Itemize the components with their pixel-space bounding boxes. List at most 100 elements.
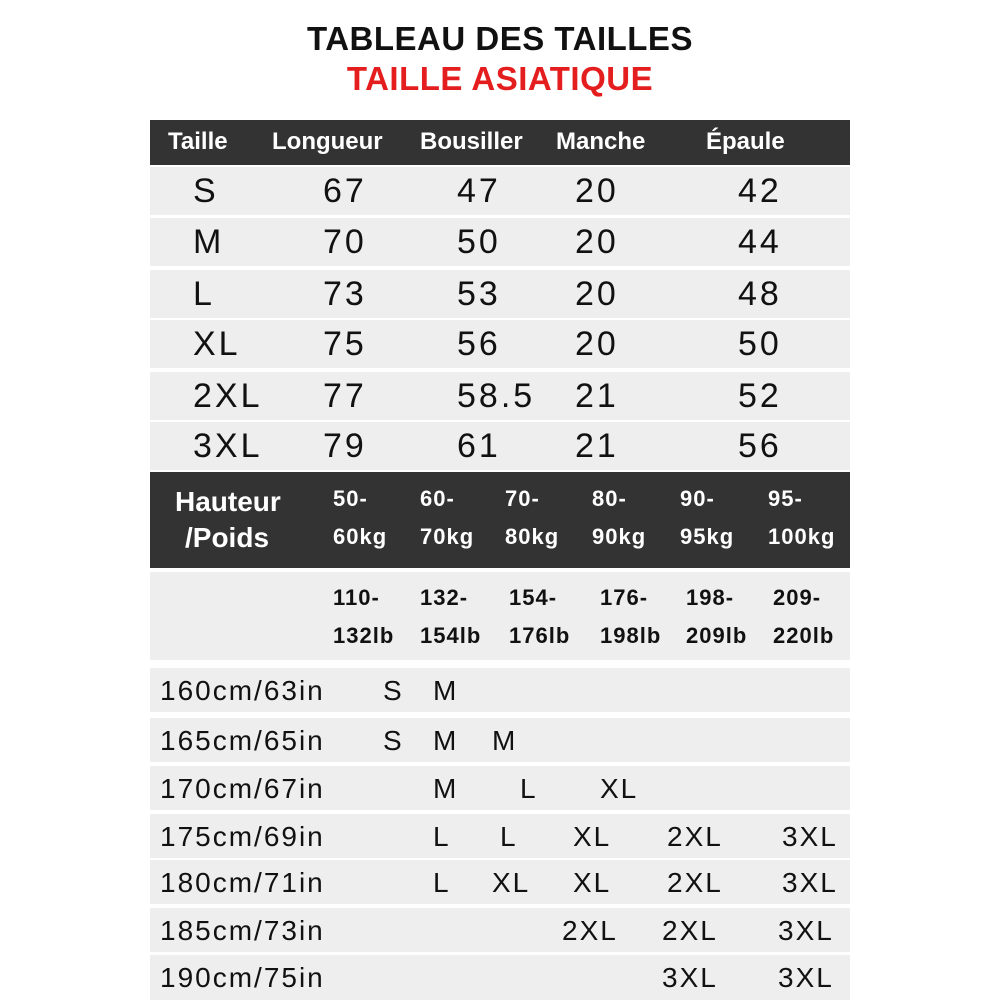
weight-lb-range: 132lb xyxy=(333,623,395,648)
guide-size: 3XL xyxy=(778,962,834,993)
weight-kg-range: 60kg xyxy=(333,524,388,549)
guide-size: S xyxy=(383,675,404,706)
table-row xyxy=(150,167,850,215)
table-cell: L xyxy=(193,275,215,313)
table-cell: 73 xyxy=(323,275,367,313)
guide-height: 190cm/75in xyxy=(160,962,325,993)
table-cell: 42 xyxy=(738,172,782,210)
header-cell: Bousiller xyxy=(420,128,523,155)
weight-lb-range: 209- xyxy=(773,585,822,610)
guide-height: 180cm/71in xyxy=(160,867,325,898)
table-cell: 20 xyxy=(575,172,619,210)
guide-size: 2XL xyxy=(662,915,718,946)
weight-lb-range: 176lb xyxy=(509,623,571,648)
table-cell: 21 xyxy=(575,427,619,465)
guide-row xyxy=(150,860,850,904)
guide-size: 3XL xyxy=(778,915,834,946)
table-cell: 58.5 xyxy=(457,377,536,415)
table-cell: 79 xyxy=(323,427,367,465)
header-cell: Taille xyxy=(168,128,228,155)
guide-size: L xyxy=(500,821,518,852)
guide-size: 2XL xyxy=(562,915,618,946)
table-cell: 52 xyxy=(738,377,782,415)
table-cell: 56 xyxy=(738,427,782,465)
guide-size: M xyxy=(433,675,459,706)
table-cell: 70 xyxy=(323,223,367,261)
guide-size: M xyxy=(433,773,459,804)
table-cell: 75 xyxy=(323,325,367,363)
weight-kg-range: 95kg xyxy=(680,524,735,549)
guide-size: XL xyxy=(600,773,639,804)
weight-kg-range: 60- xyxy=(420,486,455,511)
weight-kg-range: 100kg xyxy=(768,524,836,549)
weight-lb-range: 176- xyxy=(600,585,649,610)
guide-height: 165cm/65in xyxy=(160,725,325,756)
weight-kg-range: 90kg xyxy=(592,524,647,549)
guide-row xyxy=(150,908,850,952)
header-cell: Manche xyxy=(556,128,646,155)
table-row xyxy=(150,320,850,368)
weight-lb-range: 132- xyxy=(420,585,469,610)
weight-lb-range: 198lb xyxy=(600,623,662,648)
table-cell: 20 xyxy=(575,275,619,313)
guide-size: 3XL xyxy=(782,867,838,898)
table-cell: 20 xyxy=(575,325,619,363)
guide-size: XL xyxy=(573,821,612,852)
guide-size: L xyxy=(433,821,451,852)
guide-size: XL xyxy=(492,867,531,898)
guide-label-line1: Hauteur xyxy=(175,486,281,517)
guide-label-line2: /Poids xyxy=(185,522,270,553)
table-cell: M xyxy=(193,223,225,261)
weight-lb-range: 209lb xyxy=(686,623,748,648)
table-cell: 3XL xyxy=(193,427,263,465)
guide-height: 175cm/69in xyxy=(160,821,325,852)
guide-size: L xyxy=(520,773,538,804)
guide-weight-header-kg xyxy=(150,472,850,568)
table-row xyxy=(150,372,850,420)
weight-kg-range: 90- xyxy=(680,486,715,511)
weight-kg-range: 70- xyxy=(505,486,540,511)
weight-lb-range: 110- xyxy=(333,585,380,610)
table-cell: 50 xyxy=(738,325,782,363)
weight-lb-range: 220lb xyxy=(773,623,835,648)
weight-kg-range: 80kg xyxy=(505,524,560,549)
weight-kg-range: 95- xyxy=(768,486,803,511)
table-cell: 21 xyxy=(575,377,619,415)
guide-height: 170cm/67in xyxy=(160,773,325,804)
table-cell: 47 xyxy=(457,172,501,210)
chart-subtitle: TAILLE ASIATIQUE xyxy=(346,60,654,97)
header-cell: Longueur xyxy=(272,128,383,155)
table-cell: 44 xyxy=(738,223,782,261)
table-cell: 50 xyxy=(457,223,501,261)
weight-lb-range: 154lb xyxy=(420,623,482,648)
table-cell: 56 xyxy=(457,325,501,363)
chart-title: TABLEAU DES TAILLES xyxy=(307,20,693,57)
header-cell: Épaule xyxy=(706,128,785,155)
guide-row xyxy=(150,668,850,712)
guide-height: 185cm/73in xyxy=(160,915,325,946)
table-cell: 48 xyxy=(738,275,782,313)
guide-size: L xyxy=(433,867,451,898)
weight-kg-range: 50- xyxy=(333,486,368,511)
table-cell: 20 xyxy=(575,223,619,261)
guide-size: 3XL xyxy=(662,962,718,993)
guide-size: 2XL xyxy=(667,821,723,852)
guide-size: 3XL xyxy=(782,821,838,852)
table-row xyxy=(150,218,850,266)
weight-lb-range: 198- xyxy=(686,585,735,610)
size-table-header xyxy=(150,120,850,165)
table-cell: XL xyxy=(193,325,241,363)
guide-size: M xyxy=(433,725,459,756)
guide-height: 160cm/63in xyxy=(160,675,325,706)
guide-size: 2XL xyxy=(667,867,723,898)
guide-row xyxy=(150,718,850,762)
table-row xyxy=(150,422,850,470)
table-row xyxy=(150,270,850,318)
guide-row xyxy=(150,955,850,1000)
guide-size: XL xyxy=(573,867,612,898)
guide-weight-header-lb xyxy=(150,572,850,660)
table-cell: 61 xyxy=(457,427,501,465)
table-cell: S xyxy=(193,172,219,210)
weight-kg-range: 80- xyxy=(592,486,627,511)
weight-lb-range: 154- xyxy=(509,585,558,610)
